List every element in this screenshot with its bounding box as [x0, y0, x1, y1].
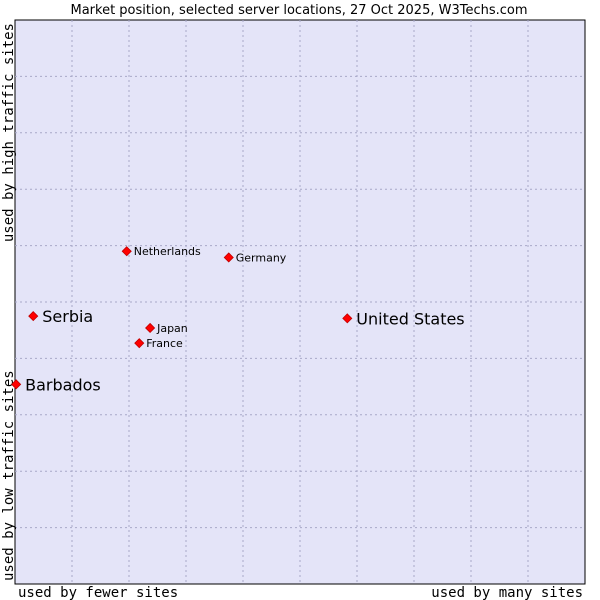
point-marker-serbia — [28, 311, 39, 322]
point-label-serbia: Serbia — [42, 307, 93, 326]
point-label-barbados: Barbados — [25, 375, 101, 394]
point-label-netherlands: Netherlands — [134, 245, 201, 258]
y-axis-label-bottom: used by low traffic sites — [1, 370, 17, 581]
point-label-united-states: United States — [356, 309, 464, 328]
point-label-germany: Germany — [236, 251, 287, 264]
grid-lines — [15, 20, 585, 584]
x-axis-label-right: used by many sites — [431, 585, 583, 600]
y-axis-label-top: used by high traffic sites — [1, 23, 17, 242]
x-axis-label-left: used by fewer sites — [18, 585, 178, 600]
point-marker-japan — [145, 322, 156, 334]
point-marker-united-states — [342, 313, 353, 324]
point-marker-germany — [223, 252, 234, 263]
point-label-france: France — [146, 337, 183, 350]
point-marker-france — [134, 338, 145, 349]
point-label-japan: Japan — [156, 322, 188, 335]
point-marker-barbados — [11, 379, 22, 390]
data-points: United States Serbia Barbados Netherlands Ge… — [11, 245, 465, 394]
point-marker-netherlands — [121, 246, 132, 257]
chart-title: Market position, selected server locatio… — [70, 3, 527, 18]
